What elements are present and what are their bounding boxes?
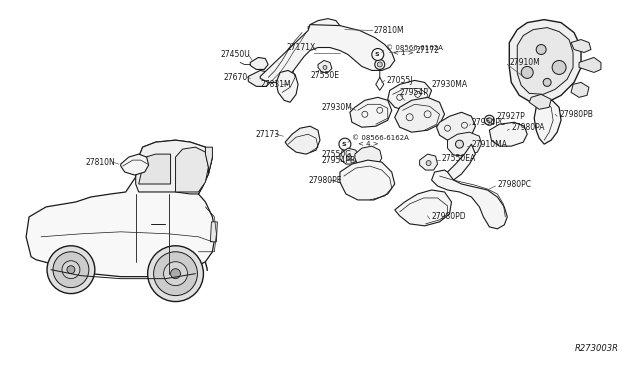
Polygon shape xyxy=(121,154,148,175)
Polygon shape xyxy=(445,144,476,180)
Polygon shape xyxy=(285,126,320,154)
Circle shape xyxy=(339,138,351,150)
Circle shape xyxy=(148,246,204,302)
Circle shape xyxy=(164,262,188,286)
Polygon shape xyxy=(276,70,298,102)
Circle shape xyxy=(346,155,351,160)
Text: 27954PC: 27954PC xyxy=(472,118,506,127)
Text: 27910MA: 27910MA xyxy=(472,140,508,149)
Text: © 08566-6162A: © 08566-6162A xyxy=(386,45,443,51)
Text: 27980PB: 27980PB xyxy=(559,110,593,119)
Text: 27810N: 27810N xyxy=(86,158,116,167)
Text: 27550G: 27550G xyxy=(322,150,352,158)
Text: 27173: 27173 xyxy=(255,130,280,139)
Polygon shape xyxy=(175,147,209,192)
Text: 27450U: 27450U xyxy=(220,50,250,59)
Polygon shape xyxy=(350,97,392,127)
Polygon shape xyxy=(447,132,481,156)
Polygon shape xyxy=(26,140,216,277)
Circle shape xyxy=(53,252,89,288)
Text: 27810M: 27810M xyxy=(374,26,404,35)
Text: < 1 >: < 1 > xyxy=(393,49,413,55)
Polygon shape xyxy=(490,122,527,146)
Text: < 4 >: < 4 > xyxy=(358,141,378,147)
Polygon shape xyxy=(250,58,268,70)
Text: 27980PD: 27980PD xyxy=(431,212,466,221)
Circle shape xyxy=(154,252,198,296)
Text: 27670: 27670 xyxy=(223,73,248,82)
Circle shape xyxy=(47,246,95,294)
Polygon shape xyxy=(395,190,451,226)
Circle shape xyxy=(378,62,382,67)
Polygon shape xyxy=(579,58,601,73)
Polygon shape xyxy=(529,94,551,109)
Text: 27930MA: 27930MA xyxy=(431,80,468,89)
Polygon shape xyxy=(248,70,272,86)
Polygon shape xyxy=(395,97,445,132)
Circle shape xyxy=(552,61,566,74)
Text: 27831M: 27831M xyxy=(260,80,291,89)
Polygon shape xyxy=(431,170,508,229)
Circle shape xyxy=(543,78,551,86)
Text: 27954P: 27954P xyxy=(400,88,429,97)
Text: 27550EA: 27550EA xyxy=(442,154,476,163)
Polygon shape xyxy=(571,82,589,97)
Polygon shape xyxy=(318,61,332,73)
Polygon shape xyxy=(136,140,212,194)
Circle shape xyxy=(426,161,431,166)
Text: S: S xyxy=(342,142,346,147)
Polygon shape xyxy=(308,25,312,29)
Text: 27910M: 27910M xyxy=(509,58,540,67)
Text: 27055J: 27055J xyxy=(387,76,413,85)
Polygon shape xyxy=(355,146,382,167)
Text: 27172: 27172 xyxy=(415,46,440,55)
Text: 27980PC: 27980PC xyxy=(497,180,531,189)
Polygon shape xyxy=(310,19,340,33)
Polygon shape xyxy=(211,222,218,242)
Circle shape xyxy=(375,60,385,70)
Circle shape xyxy=(67,266,75,274)
Text: 27980PA: 27980PA xyxy=(511,123,545,132)
Circle shape xyxy=(487,118,492,123)
Circle shape xyxy=(62,261,80,279)
Circle shape xyxy=(171,269,180,279)
Polygon shape xyxy=(436,112,476,140)
Circle shape xyxy=(372,48,384,61)
Text: 27550E: 27550E xyxy=(310,71,339,80)
Circle shape xyxy=(521,67,533,78)
Text: S: S xyxy=(374,52,379,57)
Polygon shape xyxy=(534,100,561,144)
Circle shape xyxy=(456,140,463,148)
Polygon shape xyxy=(420,154,438,170)
Polygon shape xyxy=(205,147,212,174)
Polygon shape xyxy=(139,154,171,184)
Text: 27954PB: 27954PB xyxy=(322,155,356,164)
Polygon shape xyxy=(509,20,581,102)
Polygon shape xyxy=(517,28,573,94)
Polygon shape xyxy=(340,160,395,200)
Circle shape xyxy=(323,65,327,70)
Text: R273003R: R273003R xyxy=(575,344,619,353)
Polygon shape xyxy=(338,28,343,32)
Circle shape xyxy=(484,115,494,125)
Text: © 08566-6162A: © 08566-6162A xyxy=(352,135,409,141)
Text: 27927P: 27927P xyxy=(497,112,525,121)
Text: 27980PE: 27980PE xyxy=(308,176,342,185)
Text: 27930M: 27930M xyxy=(322,103,353,112)
Polygon shape xyxy=(260,25,395,82)
Text: 27171X: 27171X xyxy=(286,43,316,52)
Polygon shape xyxy=(571,39,591,52)
Polygon shape xyxy=(388,80,431,110)
Polygon shape xyxy=(340,148,358,164)
Circle shape xyxy=(536,45,546,54)
